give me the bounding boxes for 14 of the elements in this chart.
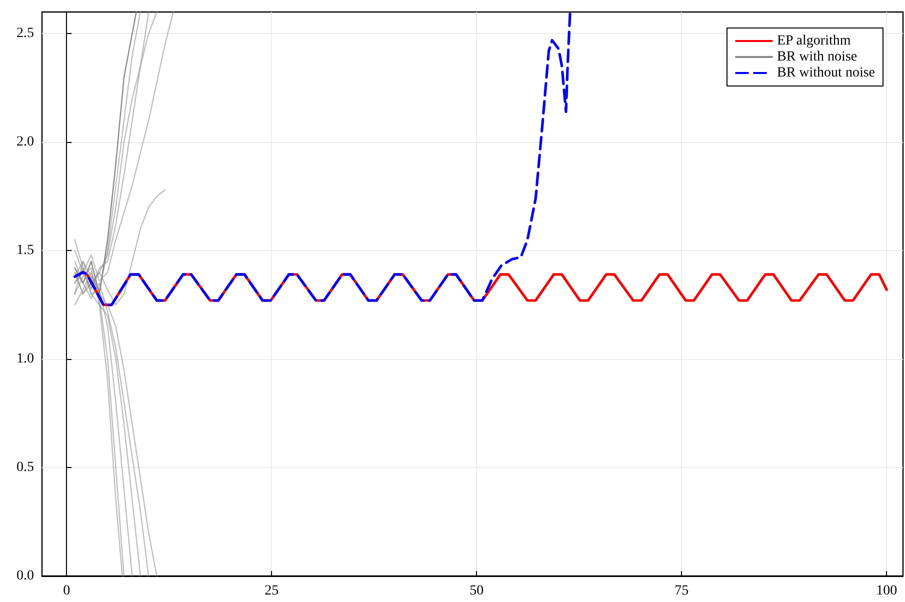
legend-label: BR without noise: [776, 66, 876, 80]
x-tick-label: 25: [264, 584, 279, 598]
x-tick-label: 50: [470, 584, 484, 598]
legend-label: EP algorithm: [776, 34, 851, 48]
y-tick-label: 0.5: [16, 460, 34, 476]
legend-label: BR with noise: [776, 50, 858, 64]
x-tick-label: 100: [876, 584, 898, 598]
x-tick-label: 0: [63, 584, 70, 598]
y-tick-label: 2.5: [16, 26, 34, 42]
y-tick-label: 2.0: [16, 134, 34, 150]
y-tick-label: 1.0: [16, 352, 34, 367]
x-tick-label: 75: [674, 584, 689, 598]
y-tick-label: 1.5: [16, 243, 34, 258]
y-tick-label: 0.0: [16, 568, 34, 584]
